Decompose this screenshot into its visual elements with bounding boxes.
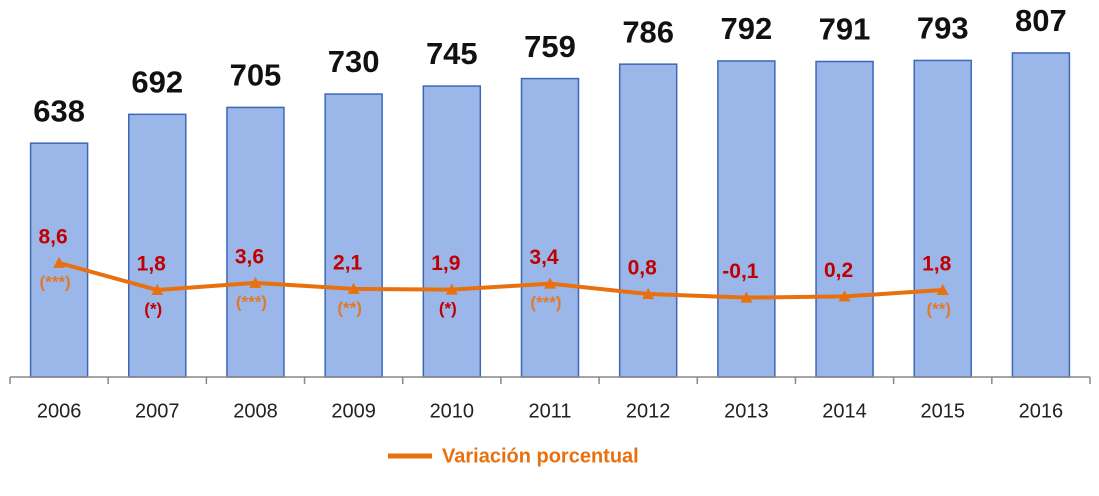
bar (128, 113, 187, 378)
line-marker (249, 276, 262, 288)
x-tick-label: 2010 (430, 400, 475, 422)
annotation: (**) (337, 298, 362, 317)
annotation: (***) (530, 293, 561, 312)
annotation: (*) (439, 299, 457, 318)
x-tick-label: 2007 (135, 400, 180, 422)
x-tick-label: 2009 (331, 400, 376, 422)
line-value-label: 1,8 (137, 253, 167, 276)
bar (717, 60, 776, 378)
line-value-label: 0,2 (824, 259, 853, 282)
bar-value-label: 792 (720, 11, 772, 46)
bar-value-label: 759 (524, 29, 576, 64)
line-value-label: 2,1 (333, 251, 363, 274)
line-value-label: 1,8 (922, 253, 952, 276)
line-marker (838, 290, 851, 302)
line-marker (347, 282, 360, 294)
line-marker (740, 291, 753, 303)
x-tick-label: 2014 (822, 400, 867, 422)
line-value-label: 8,6 (38, 225, 67, 248)
bar (520, 77, 580, 378)
bar (1011, 52, 1071, 378)
bar-value-label: 730 (328, 44, 380, 79)
bar (815, 60, 874, 378)
x-tick-label: 2015 (920, 400, 965, 422)
x-tick-label: 2011 (528, 400, 571, 422)
line-value-label: 1,9 (431, 252, 460, 275)
annotation: (*) (144, 300, 162, 319)
line-value-label: 3,6 (235, 245, 264, 268)
bar (913, 59, 972, 378)
line-value-label: -0,1 (722, 260, 759, 283)
bar-value-label: 745 (426, 36, 478, 71)
bar (422, 85, 482, 378)
bar-value-label: 793 (917, 11, 969, 46)
line-marker (544, 277, 556, 289)
bar (226, 106, 285, 378)
bar (618, 63, 678, 378)
line (58, 261, 943, 300)
x-tick-label: 2013 (724, 400, 769, 422)
x-tick-label: 2016 (1019, 400, 1064, 422)
bar (324, 93, 383, 378)
bar-value-label: 786 (622, 14, 674, 49)
line-marker (151, 284, 164, 296)
line-marker (445, 283, 458, 295)
line-value-label: 0,8 (628, 257, 658, 280)
bar-value-label: 692 (131, 65, 183, 100)
annotation: (***) (40, 272, 71, 291)
legend-label: Variación porcentual (442, 445, 639, 467)
x-tick-label: 2006 (37, 400, 82, 422)
bar-value-label: 638 (33, 93, 85, 128)
bar-value-label: 807 (1015, 3, 1067, 38)
line-marker (53, 256, 66, 268)
line-marker (642, 288, 655, 300)
bar-value-label: 791 (819, 12, 871, 47)
x-tick-label: 2012 (626, 400, 671, 422)
annotation: (***) (236, 292, 267, 311)
line-value-label: 3,4 (529, 246, 559, 269)
x-tick-label: 2008 (233, 400, 278, 422)
annotation: (**) (926, 300, 951, 319)
bar-value-label: 705 (230, 58, 282, 93)
line-marker (936, 284, 949, 296)
